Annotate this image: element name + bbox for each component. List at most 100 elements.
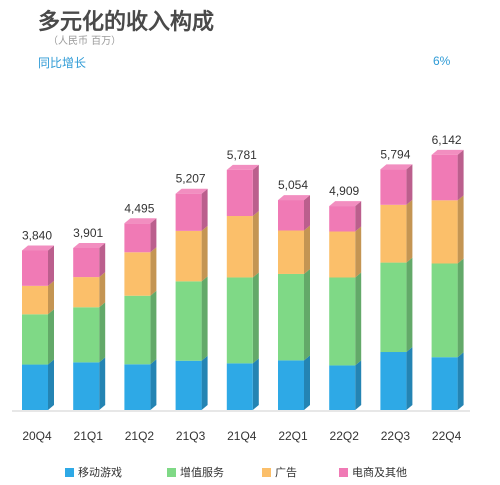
- total-label-22Q1: 5,054: [278, 178, 308, 192]
- bar-side-21Q3-2: [201, 225, 208, 282]
- x-tick-label-21Q1: 21Q1: [74, 429, 104, 443]
- bar-side-21Q4-2: [252, 211, 259, 278]
- bar-segment-22Q3-3: [380, 169, 407, 205]
- chart-subtitle: （人民币 百万）: [48, 36, 122, 47]
- bar-segment-21Q4-2: [226, 216, 253, 278]
- bar-segment-22Q1-3: [278, 200, 304, 231]
- bar-top-22Q1: [278, 195, 310, 201]
- total-label-22Q4: 6,142: [432, 133, 462, 147]
- legend-swatch: [65, 467, 74, 477]
- total-label-21Q1: 3,901: [73, 226, 103, 240]
- bar-segment-22Q3-2: [380, 204, 407, 263]
- bar-side-22Q3-3: [406, 164, 413, 205]
- bar-side-22Q3-0: [406, 347, 413, 410]
- bar-segment-21Q4-1: [226, 277, 253, 364]
- bar-segment-21Q3-1: [175, 281, 202, 361]
- bar-top-21Q2: [124, 218, 157, 224]
- bar-side-21Q4-3: [252, 164, 259, 217]
- bar-side-22Q2-0: [355, 360, 362, 410]
- x-tick-label-21Q4: 21Q4: [227, 429, 257, 443]
- bar-side-21Q3-3: [201, 188, 208, 231]
- bar-segment-22Q3-1: [380, 262, 407, 353]
- chart-title: 多元化的收入构成: [38, 10, 215, 35]
- bar-top-20Q4: [22, 245, 54, 251]
- bar-side-21Q1-1: [99, 302, 106, 363]
- legend-label: 移动游戏: [78, 466, 122, 479]
- bar-segment-21Q2-1: [124, 295, 151, 365]
- bar-side-22Q4-3: [457, 149, 464, 201]
- bar-side-22Q4-0: [457, 352, 464, 410]
- bar-segment-20Q4-1: [22, 314, 48, 365]
- total-label-20Q4: 3,840: [22, 228, 52, 242]
- bar-segment-22Q2-0: [329, 365, 356, 410]
- legend-swatch: [262, 467, 271, 477]
- legend-item-1: 增值服务: [167, 464, 224, 480]
- bar-segment-21Q4-0: [226, 363, 253, 410]
- bar-top-22Q4: [431, 149, 464, 155]
- bar-segment-21Q1-3: [73, 247, 100, 278]
- bar-segment-21Q1-1: [73, 307, 100, 363]
- bar-segment-22Q4-3: [431, 154, 458, 201]
- legend-label: 增值服务: [180, 466, 224, 479]
- bar-side-22Q3-1: [406, 257, 413, 353]
- total-label-22Q3: 5,794: [380, 147, 410, 161]
- x-tick-label-22Q3: 22Q3: [381, 429, 411, 443]
- legend-label: 电商及其他: [352, 466, 407, 479]
- bar-segment-22Q1-0: [278, 360, 304, 410]
- bar-side-21Q2-1: [150, 290, 157, 365]
- bar-side-22Q2-3: [355, 201, 362, 232]
- bar-side-22Q4-2: [457, 195, 464, 264]
- bar-side-22Q1-3: [304, 195, 310, 231]
- total-label-22Q2: 4,909: [329, 184, 359, 198]
- legend-item-0: 移动游戏: [65, 464, 122, 480]
- x-tick-label-21Q3: 21Q3: [176, 429, 206, 443]
- bar-segment-22Q1-2: [278, 230, 304, 274]
- bar-segment-21Q1-2: [73, 277, 100, 308]
- bar-side-21Q3-0: [201, 355, 208, 410]
- legend-swatch: [167, 467, 176, 477]
- legend-swatch: [339, 467, 348, 477]
- bar-side-21Q1-3: [99, 242, 106, 278]
- bar-segment-20Q4-2: [22, 285, 48, 315]
- bar-segment-22Q2-2: [329, 231, 356, 278]
- legend-label: 广告: [275, 466, 297, 479]
- bar-segment-21Q3-3: [175, 193, 202, 231]
- yoy-label: 同比增长: [38, 56, 87, 70]
- bar-side-21Q4-0: [252, 358, 259, 410]
- bar-side-22Q1-2: [304, 225, 310, 274]
- bar-segment-21Q3-0: [175, 360, 202, 410]
- bar-segment-22Q4-1: [431, 263, 458, 358]
- bar-side-22Q2-1: [355, 272, 362, 366]
- bar-side-21Q1-0: [99, 357, 106, 410]
- bar-side-21Q4-1: [252, 272, 259, 364]
- bar-side-21Q3-1: [201, 276, 208, 361]
- bar-top-22Q3: [380, 164, 413, 170]
- legend-item-2: 广告: [262, 464, 297, 480]
- bar-side-22Q4-1: [457, 258, 464, 358]
- bar-segment-20Q4-3: [22, 250, 48, 286]
- bar-side-22Q1-1: [304, 268, 310, 361]
- bar-side-22Q1-0: [304, 355, 310, 410]
- bar-top-21Q3: [175, 188, 208, 194]
- bar-side-21Q2-0: [150, 359, 157, 410]
- bar-side-21Q1-2: [99, 272, 106, 308]
- x-tick-label-22Q2: 22Q2: [330, 429, 360, 443]
- bar-side-20Q4-3: [48, 245, 54, 286]
- bar-segment-22Q4-2: [431, 200, 458, 264]
- bar-segment-21Q3-2: [175, 230, 202, 282]
- yoy-value: 6%: [433, 54, 451, 68]
- bar-segment-21Q2-3: [124, 223, 151, 253]
- bar-segment-22Q2-1: [329, 277, 356, 366]
- bar-side-20Q4-1: [48, 309, 54, 365]
- bar-top-21Q1: [73, 242, 106, 248]
- x-tick-label-20Q4: 20Q4: [22, 429, 52, 443]
- x-tick-label-21Q2: 21Q2: [125, 429, 155, 443]
- bar-segment-22Q1-1: [278, 273, 304, 361]
- bar-segment-22Q4-0: [431, 357, 458, 410]
- legend-item-3: 电商及其他: [339, 464, 407, 480]
- bar-segment-22Q3-0: [380, 352, 407, 410]
- bar-side-22Q3-2: [406, 199, 413, 263]
- bar-segment-20Q4-0: [22, 364, 48, 410]
- bar-top-21Q4: [226, 164, 259, 170]
